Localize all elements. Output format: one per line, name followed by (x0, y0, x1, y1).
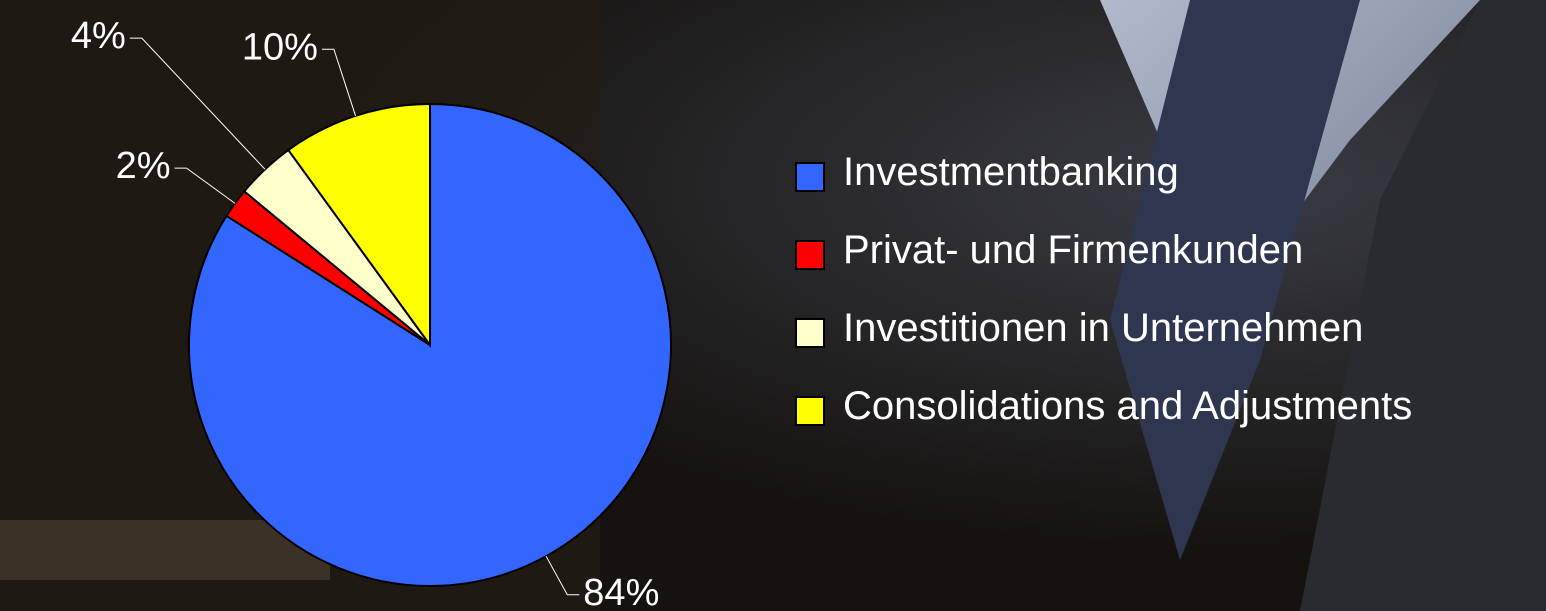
data-label: 10% (242, 26, 318, 68)
legend-item: Privat- und Firmenkunden (795, 228, 1545, 272)
legend-swatch (795, 318, 825, 348)
legend-swatch (795, 396, 825, 426)
legend-label: Investitionen in Unternehmen (843, 306, 1364, 350)
data-label: 84% (583, 572, 659, 611)
legend-item: Consolidations and Adjustments (795, 384, 1545, 428)
legend-item: Investmentbanking (795, 150, 1545, 194)
data-label: 4% (71, 15, 126, 57)
leader-line (545, 555, 580, 596)
legend-label: Consolidations and Adjustments (843, 384, 1413, 428)
legend-item: Investitionen in Unternehmen (795, 306, 1545, 350)
leader-line (174, 167, 236, 204)
legend-label: Privat- und Firmenkunden (843, 228, 1304, 272)
data-label: 2% (116, 145, 171, 187)
pie-slice (286, 102, 431, 349)
legend-swatch (795, 162, 825, 192)
leader-line (129, 37, 266, 170)
legend: Investmentbanking Privat- und Firmenkunde… (795, 150, 1545, 462)
legend-label: Investmentbanking (843, 150, 1179, 194)
legend-swatch (795, 240, 825, 270)
leader-line (321, 48, 357, 116)
